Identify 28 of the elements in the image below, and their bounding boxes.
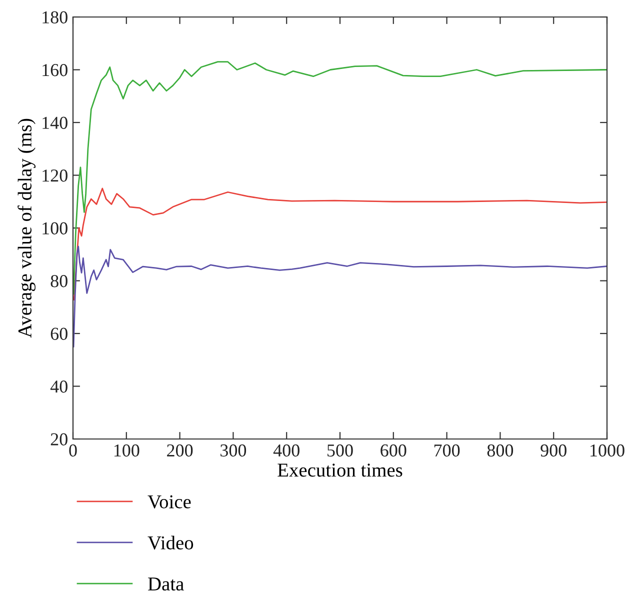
y-tick-label: 120 <box>42 170 68 182</box>
x-axis-title: Execution times <box>278 464 402 477</box>
y-tick-label: 160 <box>42 64 68 76</box>
legend-label: Voice <box>148 495 191 508</box>
x-tick-label: 100 <box>114 444 140 457</box>
legend-label: Data <box>148 578 184 591</box>
x-tick-label: 400 <box>273 444 300 457</box>
line-series <box>73 246 607 348</box>
y-tick-label: 60 <box>50 328 68 340</box>
x-tick-label: 200 <box>167 444 193 457</box>
x-tick-label: 0 <box>69 444 77 457</box>
y-tick-label: 80 <box>50 275 68 288</box>
x-tick-label: 800 <box>487 444 514 457</box>
y-tick-label: 140 <box>42 116 68 129</box>
y-axis-title: Average value of delay (ms) <box>18 118 36 338</box>
y-tick-label: 100 <box>42 222 68 234</box>
x-tick-label: 600 <box>380 444 406 457</box>
legend-label: Video <box>148 536 194 550</box>
y-tick-label: 180 <box>42 11 68 24</box>
line-series <box>73 61 607 295</box>
x-tick-label: 1000 <box>590 444 624 457</box>
x-tick-label: 900 <box>540 444 566 457</box>
y-tick-label: 20 <box>50 433 68 446</box>
y-tick-label: 40 <box>50 380 68 393</box>
x-tick-label: 700 <box>434 444 460 457</box>
x-tick-label: 300 <box>220 444 246 457</box>
x-tick-label: 500 <box>328 444 353 457</box>
line-series <box>73 188 607 300</box>
